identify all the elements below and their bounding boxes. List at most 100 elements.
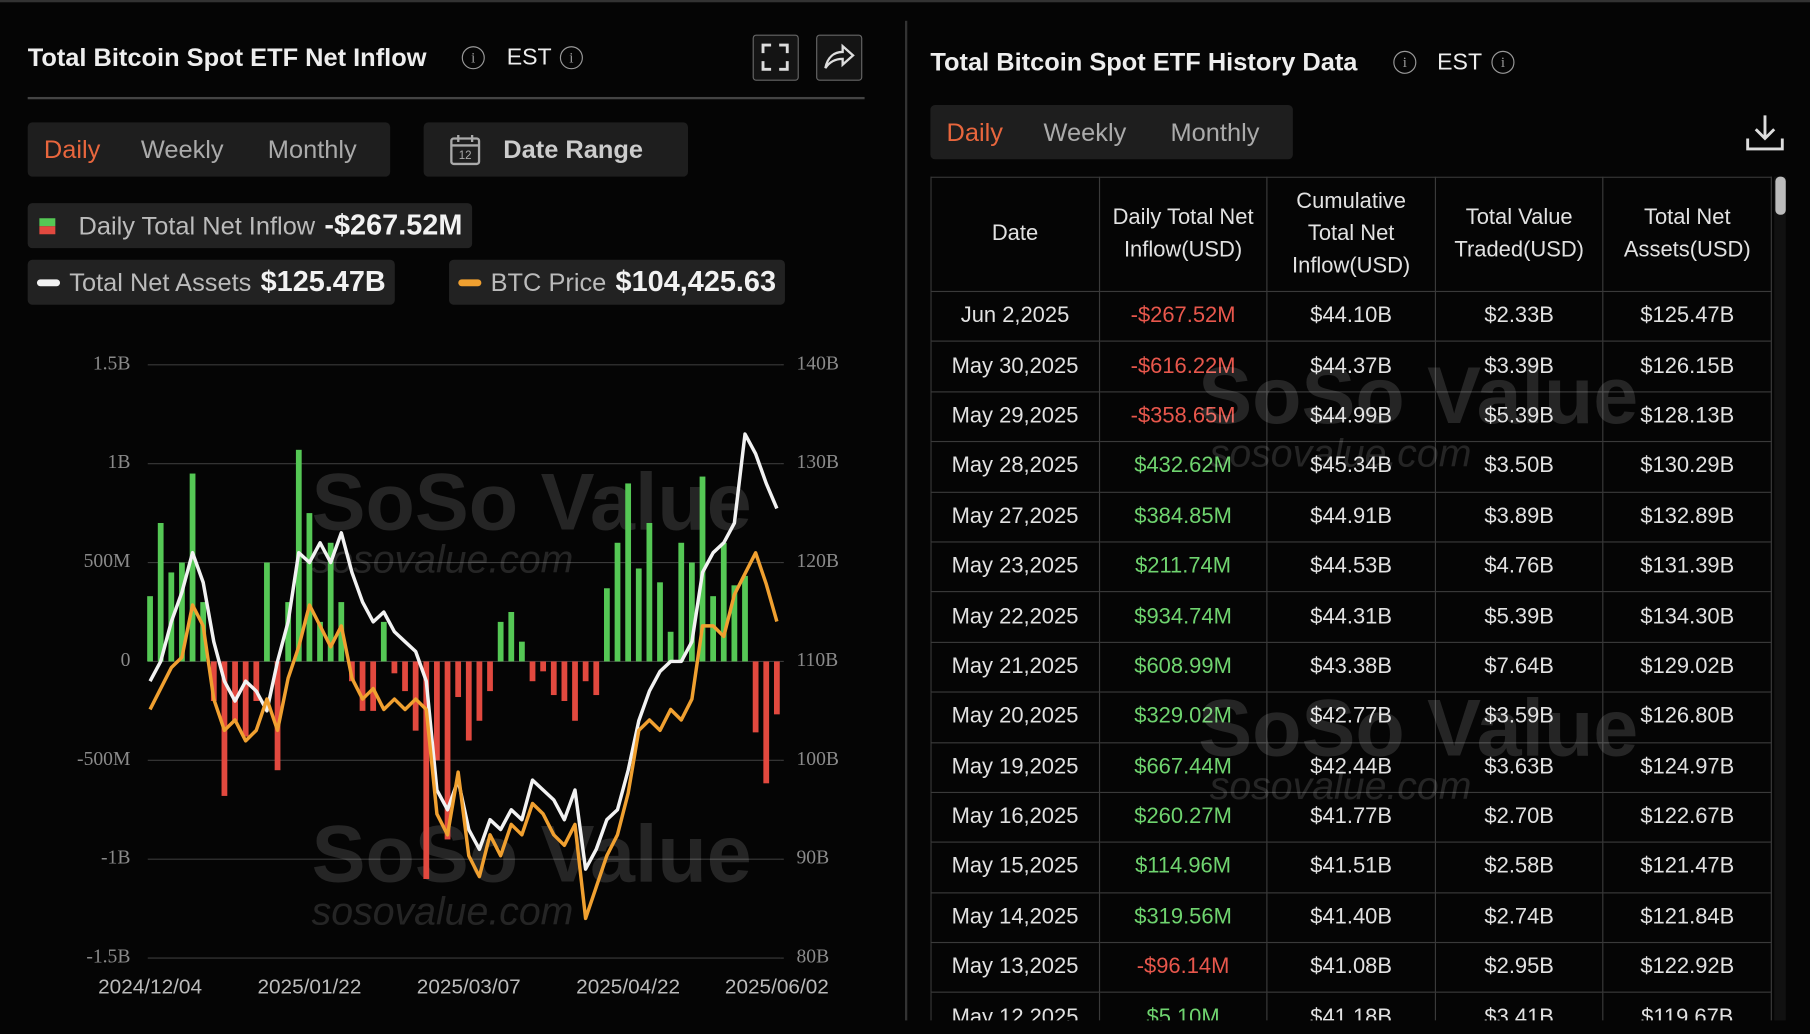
history-table: Date Daily Total Net Inflow(USD) Cumulativ… [930, 176, 1772, 1021]
period-tabs: Daily Weekly Monthly [27, 122, 391, 177]
table-cell: -$267.52M [1098, 290, 1268, 343]
legend-label: Daily Total Net Inflow [78, 210, 316, 240]
scrollbar-thumb[interactable] [1775, 176, 1786, 215]
table-row: May 27,2025 $384.85M $44.91B $3.89B $132.89B [930, 491, 1772, 543]
info-icon[interactable]: i [461, 46, 485, 70]
watermark: SoSo Value sosovalue.com SoSo Value soso… [1198, 351, 1638, 808]
table-cell: $42.77B [1266, 691, 1436, 743]
table-cell: May 19,2025 [930, 741, 1100, 793]
bar [370, 661, 377, 711]
bar [646, 522, 653, 662]
table-cell: $124.97B [1602, 741, 1772, 793]
table-cell: $2.70B [1434, 791, 1604, 844]
table-cell: $4.76B [1434, 541, 1604, 593]
info-icon[interactable]: i [559, 46, 583, 70]
panel-title: Total Bitcoin Spot ETF History Data [930, 47, 1358, 77]
table-cell: May 23,2025 [930, 541, 1100, 593]
table-cell: May 12,2025 [930, 992, 1100, 1021]
info-icon[interactable]: i [1393, 50, 1417, 74]
table-cell: $7.64B [1434, 641, 1604, 693]
table-cell: $3.41B [1434, 992, 1604, 1021]
legend-chip[interactable]: BTC Price $104,425.63 [449, 259, 786, 305]
share-button[interactable] [816, 34, 863, 81]
tab[interactable]: Daily [946, 117, 1004, 147]
watermark-url: sosovalue.com [1210, 431, 1472, 475]
bar [710, 596, 717, 662]
legend-swatch [39, 217, 56, 234]
column-header: Cumulative Total Net Inflow(USD) [1266, 176, 1436, 293]
timezone[interactable]: EST [506, 45, 552, 71]
table-cell: May 13,2025 [930, 942, 1100, 994]
x-tick-label: 2025/01/22 [257, 976, 361, 999]
tab[interactable]: Weekly [1043, 117, 1127, 147]
table-row: May 14,2025 $319.56M $41.40B $2.74B $121.84B [930, 891, 1772, 944]
bar [465, 661, 472, 741]
table-cell: $42.44B [1266, 741, 1436, 793]
bar [423, 661, 430, 879]
legend-chip[interactable]: Daily Total Net Inflow -$267.52M [27, 203, 472, 249]
table-cell: $432.62M [1098, 441, 1268, 493]
bar [667, 631, 674, 662]
table-cell: $2.33B [1434, 290, 1604, 343]
table-cell: $41.18B [1266, 992, 1436, 1021]
bar [763, 661, 770, 784]
y2-tick-label: 110B [796, 650, 838, 671]
bar [593, 661, 600, 696]
legend-chip[interactable]: Total Net Assets $125.47B [27, 259, 396, 305]
table-cell: $667.44M [1098, 741, 1268, 793]
date-range-button[interactable]: 12 Date Range [423, 122, 688, 177]
table-cell: $2.58B [1434, 841, 1604, 894]
tab[interactable]: Monthly [267, 135, 357, 164]
info-icon[interactable]: i [1491, 50, 1515, 74]
bar [147, 596, 153, 662]
bar [742, 575, 748, 662]
bar [412, 661, 419, 731]
bar [253, 661, 260, 701]
y2-tick-label: 140B [796, 353, 839, 374]
table-cell: $211.74M [1098, 541, 1268, 593]
bar [752, 661, 759, 733]
y-tick-label: 1.5B [93, 353, 131, 374]
column-header: Date [930, 176, 1100, 293]
bar [604, 588, 610, 662]
bar [508, 611, 515, 662]
table-cell: -$358.65M [1098, 391, 1268, 443]
chart: 1.5B 1B 500M 0 -500M -1B -1.5B 140B 130B 120B 110B… [77, 353, 839, 999]
y-tick-label: 1B [108, 452, 131, 473]
bar [561, 661, 568, 701]
tab[interactable]: Monthly [1170, 117, 1260, 147]
bar [476, 661, 483, 721]
download-button[interactable] [1743, 111, 1787, 155]
table-cell: $119.67B [1602, 992, 1772, 1021]
x-tick-label: 2025/06/02 [725, 976, 829, 999]
table-row: May 23,2025 $211.74M $44.53B $4.76B $131.39B [930, 541, 1772, 593]
y2-tick-label: 80B [796, 947, 829, 968]
table-cell: May 28,2025 [930, 441, 1100, 493]
table-row: May 19,2025 $667.44M $42.44B $3.63B $124.97B [930, 741, 1772, 793]
tab[interactable]: Weekly [140, 135, 224, 164]
table-cell: $5.39B [1434, 591, 1604, 643]
bar [189, 473, 196, 662]
divider [27, 96, 865, 99]
tab[interactable]: Daily [43, 135, 101, 164]
table-cell: $44.91B [1266, 491, 1436, 543]
table-cell: $121.47B [1602, 841, 1772, 894]
svg-text:12: 12 [459, 150, 472, 162]
timezone[interactable]: EST [1437, 49, 1483, 76]
bar [635, 568, 642, 662]
bar [773, 661, 780, 715]
share-icon [824, 43, 855, 69]
y2-tick-label: 100B [796, 749, 839, 770]
table-cell: $44.31B [1266, 591, 1436, 643]
column-header: Daily Total Net Inflow(USD) [1098, 176, 1268, 293]
table-cell: $44.10B [1266, 290, 1436, 343]
table-cell: $319.56M [1098, 891, 1268, 944]
legend-value: $104,425.63 [615, 265, 777, 298]
bar [179, 562, 185, 662]
fullscreen-button[interactable] [752, 34, 799, 81]
bar [550, 661, 557, 696]
top-border [0, 0, 1810, 3]
bar [242, 661, 249, 737]
bar [657, 582, 663, 662]
y2-tick-label: 130B [796, 452, 839, 473]
